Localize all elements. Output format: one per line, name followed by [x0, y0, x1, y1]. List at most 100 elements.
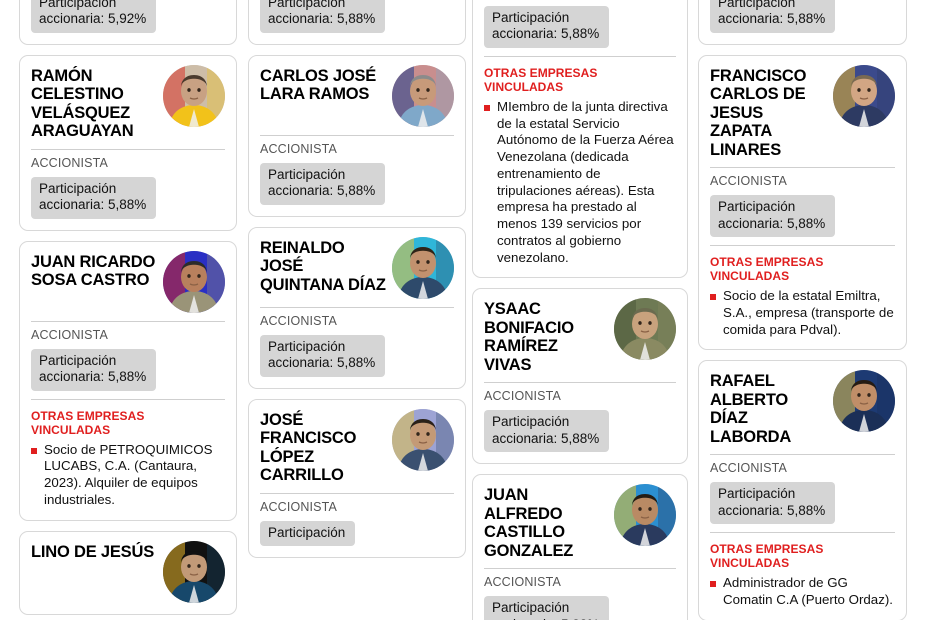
participation-badge: Participación accionaria: 5,92% [31, 0, 157, 33]
role-label: ACCIONISTA [710, 461, 787, 476]
participation-badge: Participación accionaria: 5,88% [710, 0, 836, 33]
card-header: YSAAC BONIFACIO RAMÍREZ VIVAS [484, 298, 676, 374]
role-label: ACCIONISTA [484, 575, 561, 590]
share-row: Participación accionaria: 5,88% [31, 348, 225, 391]
share-row: Participación accionaria: 5,88% [260, 0, 454, 33]
person-name: CARLOS JOSÉ LARA RAMOS [260, 66, 377, 104]
column-3: GERENTE GENERAL, DIRECTIVOParticipación … [472, 0, 688, 620]
participation-badge: Participación accionaria: 5,88% [484, 6, 610, 48]
linked-companies-heading: OTRAS EMPRESAS VINCULADAS [710, 255, 824, 284]
share-row: Participación accionaria: 5,88% [260, 334, 454, 377]
share-row: Participación accionaria: 5,88% [710, 482, 895, 525]
person-card: CARLOS JOSÉ LARA RAMOS ACCIONISTA Particip… [248, 54, 466, 217]
person-name: JUAN ALFREDO CASTILLO GONZALEZ [484, 486, 574, 560]
person-card: JUAN ALFREDO CASTILLO GONZALEZ ACCIONISTA… [472, 474, 688, 620]
participation-badge: Participación accionaria: 5,88% [260, 162, 386, 205]
column-4: ADMINISTRADOR, DIRECTIVOParticipación ac… [698, 0, 907, 620]
divider [484, 55, 676, 57]
role-label: ACCIONISTA [31, 327, 108, 342]
card-header: LINO DE JESÚS [31, 540, 225, 603]
divider [31, 148, 225, 150]
card-header: JOSÉ FRANCISCO LÓPEZ CARRILLO [260, 408, 454, 485]
avatar [163, 64, 225, 127]
share-row: Participación [260, 520, 454, 547]
person-card: FRANCISCO CARLOS DE JESUS ZAPATA LINARES… [698, 54, 907, 351]
linked-company-item: MIembro de la junta directiva de la esta… [484, 99, 676, 267]
card-header: JUAN RICARDO SOSA CASTRO [31, 250, 225, 313]
person-card: REINALDO JOSÉ QUINTANA DÍAZ ACCIONISTA Par… [248, 226, 466, 389]
share-row: Participación accionaria: 5,88% [484, 6, 676, 48]
linked-company-text: Administrador de GG Comatin C.A (Puerto … [723, 575, 893, 608]
avatar [392, 64, 454, 127]
person-name: FRANCISCO CARLOS DE JESUS ZAPATA LINARES [710, 66, 807, 159]
bullet-icon [710, 294, 716, 301]
participation-badge: Participación accionaria: 5,88% [260, 334, 386, 377]
bullet-icon [31, 447, 37, 454]
person-card: YSAAC BONIFACIO RAMÍREZ VIVAS ACCIONISTA P… [472, 288, 688, 465]
card-header: REINALDO JOSÉ QUINTANA DÍAZ [260, 236, 454, 299]
linked-companies-heading: OTRAS EMPRESAS VINCULADAS [484, 65, 598, 94]
participation-badge: Participación [260, 520, 356, 547]
person-card: PRESIDENTE, DIRECTIVOParticipación accio… [19, 0, 237, 45]
linked-companies-section: OTRAS EMPRESAS VINCULADAS Socio de PETROQ… [31, 409, 225, 509]
avatar [614, 484, 676, 547]
divider [710, 532, 895, 534]
card-header: RAMÓN CELESTINO VELÁSQUEZ ARAGUAYAN [31, 64, 225, 141]
linked-companies-heading: OTRAS EMPRESAS VINCULADAS [31, 408, 145, 437]
divider [484, 382, 676, 384]
role-label: ACCIONISTA [260, 499, 337, 514]
linked-companies-section: OTRAS EMPRESAS VINCULADAS MIembro de la j… [484, 66, 676, 267]
linked-companies-section: OTRAS EMPRESAS VINCULADAS Socio de la est… [710, 255, 895, 338]
divider [260, 492, 454, 494]
share-row: Participación accionaria: 5,88% [710, 195, 895, 238]
participation-badge: Participación accionaria: 5,88% [31, 348, 157, 391]
role-label: ACCIONISTA [31, 155, 108, 170]
divider [710, 167, 895, 169]
column-2: VICEPRESIDENTE, DIRECTIVOParticipación a… [248, 0, 466, 559]
avatar [163, 540, 225, 603]
person-card: RAMÓN CELESTINO VELÁSQUEZ ARAGUAYAN ACCIO… [19, 54, 237, 231]
person-name: REINALDO JOSÉ QUINTANA DÍAZ [260, 238, 386, 294]
linked-company-item: Socio de PETROQUIMICOS LUCABS, C.A. (Can… [31, 442, 225, 509]
avatar [833, 370, 895, 433]
share-row: Participación accionaria: 5,88% [710, 0, 895, 33]
avatar [163, 250, 225, 313]
bullet-icon [484, 104, 490, 111]
role-label: ACCIONISTA [260, 141, 337, 156]
card-header: JUAN ALFREDO CASTILLO GONZALEZ [484, 484, 676, 560]
linked-company-text: Socio de la estatal Emiltra, S.A., empre… [723, 288, 894, 337]
divider [31, 398, 225, 400]
person-card: JOSÉ FRANCISCO LÓPEZ CARRILLO ACCIONISTA P… [248, 398, 466, 559]
participation-badge: Participación accionaria: 5,88% [484, 596, 610, 620]
card-header: FRANCISCO CARLOS DE JESUS ZAPATA LINARES [710, 64, 895, 159]
linked-company-item: Administrador de GG Comatin C.A (Puerto … [710, 575, 895, 609]
divider [710, 454, 895, 456]
linked-companies-heading: OTRAS EMPRESAS VINCULADAS [710, 542, 824, 571]
person-card: ADMINISTRADOR, DIRECTIVOParticipación ac… [698, 0, 907, 45]
role-label: ACCIONISTA [710, 174, 787, 189]
participation-badge: Participación accionaria: 5,88% [710, 195, 836, 238]
participation-badge: Participación accionaria: 5,88% [710, 482, 836, 525]
person-name: JOSÉ FRANCISCO LÓPEZ CARRILLO [260, 410, 357, 485]
person-card: LINO DE JESÚS [19, 530, 237, 615]
share-row: Participación accionaria: 5,92% [31, 0, 225, 33]
person-card: GERENTE GENERAL, DIRECTIVOParticipación … [472, 0, 688, 279]
card-header: CARLOS JOSÉ LARA RAMOS [260, 64, 454, 127]
person-name: JUAN RICARDO SOSA CASTRO [31, 252, 156, 290]
share-row: Participación accionaria: 5,88% [31, 176, 225, 219]
person-name: YSAAC BONIFACIO RAMÍREZ VIVAS [484, 300, 574, 374]
share-row: Participación accionaria: 5,88% [484, 596, 676, 620]
divider [260, 134, 454, 136]
participation-badge: Participación accionaria: 5,88% [484, 410, 610, 453]
divider [31, 320, 225, 322]
divider [484, 568, 676, 570]
avatar [614, 298, 676, 361]
person-card: VICEPRESIDENTE, DIRECTIVOParticipación a… [248, 0, 466, 45]
person-name: RAFAEL ALBERTO DÍAZ LABORDA [710, 372, 792, 446]
person-card: JUAN RICARDO SOSA CASTRO ACCIONISTA Partic… [19, 240, 237, 521]
person-name: RAMÓN CELESTINO VELÁSQUEZ ARAGUAYAN [31, 66, 134, 141]
linked-company-item: Socio de la estatal Emiltra, S.A., empre… [710, 288, 895, 338]
share-row: Participación accionaria: 5,88% [260, 162, 454, 205]
divider [710, 245, 895, 247]
